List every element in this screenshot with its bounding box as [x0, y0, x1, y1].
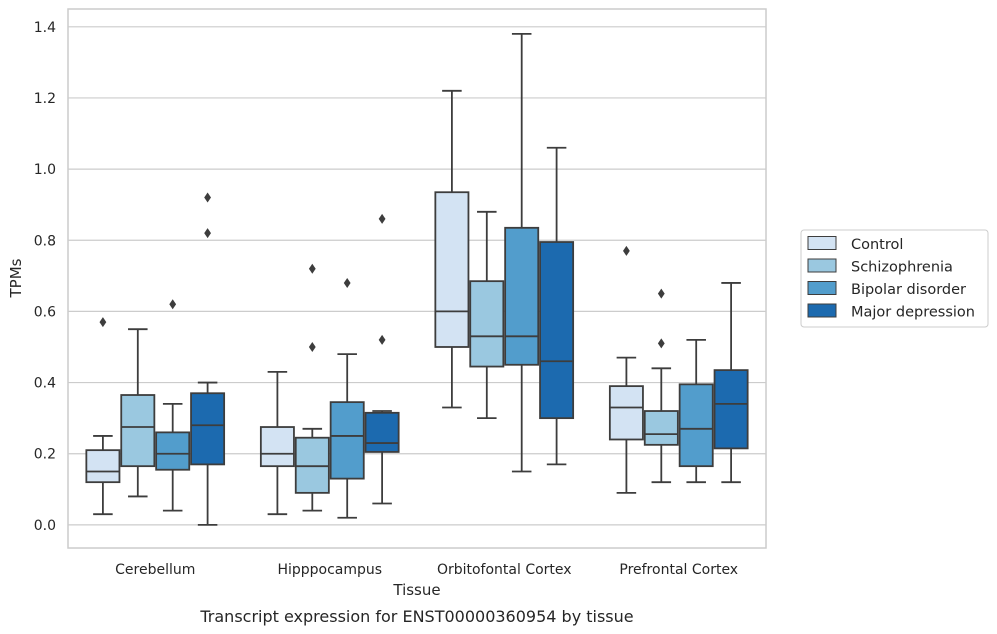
y-tick-label: 1.4 [34, 20, 56, 36]
x-tick-label: Hipppocampus [277, 562, 382, 578]
outlier-point [343, 277, 351, 288]
y-tick-label: 0.6 [34, 304, 56, 320]
iqr-box [329, 401, 365, 480]
x-tick-label: Orbitofontal Cortex [437, 562, 572, 578]
y-tick-label: 1.0 [34, 162, 56, 178]
iqr-box [504, 226, 540, 366]
legend-label: Bipolar disorder [851, 282, 966, 298]
iqr-box [678, 383, 714, 468]
boxes [85, 33, 749, 526]
iqr-box [85, 449, 121, 484]
legend-swatch [807, 236, 837, 250]
box-bipolar-disorder [678, 338, 714, 484]
legend-label: Control [851, 237, 903, 253]
plot-frame [67, 8, 767, 549]
x-tick-labels: Cerebellum Hipppocampus Orbitofontal Corte… [115, 562, 738, 578]
x-axis-title: Tissue [392, 581, 440, 599]
outlier-point [378, 213, 386, 224]
box-control [608, 245, 644, 494]
outlier-point [657, 288, 665, 299]
legend-label: Major depression [851, 305, 975, 321]
box-major-depression [364, 213, 400, 505]
box-control [434, 89, 470, 409]
legend-swatch [807, 258, 837, 273]
outlier-point [657, 338, 665, 349]
legend: Control Schizophrenia Bipolar disorder Majo… [800, 229, 989, 328]
iqr-box [539, 241, 575, 420]
outlier-point [308, 341, 316, 352]
iqr-box [155, 431, 191, 471]
y-tick-labels: 0.0 0.2 0.4 0.6 0.8 1.0 1.2 1.4 [34, 20, 56, 534]
box-major-depression [539, 146, 575, 466]
outlier-point [623, 245, 630, 256]
outlier-point [204, 228, 211, 239]
y-tick-label: 0.8 [34, 233, 56, 249]
outlier-point [378, 334, 386, 345]
y-tick-label: 0.4 [34, 376, 56, 392]
outlier-point [99, 317, 107, 328]
box-major-depression [713, 282, 749, 484]
x-tick-label: Prefrontal Cortex [619, 562, 738, 578]
outlier-point [308, 263, 316, 274]
box-control [85, 317, 121, 516]
iqr-box [259, 426, 295, 468]
y-axis-title: TPMs [7, 258, 25, 298]
box-schizophrenia [120, 328, 156, 498]
chart-caption: Transcript expression for ENST0000036095… [199, 607, 633, 626]
legend-swatch [807, 281, 837, 295]
box-schizophrenia [643, 288, 679, 484]
box-bipolar-disorder [329, 277, 365, 519]
outlier-point [169, 299, 177, 310]
iqr-box [643, 410, 679, 446]
y-tick-label: 0.0 [34, 518, 56, 534]
y-tick-label: 1.2 [34, 91, 56, 107]
y-tick-label: 0.2 [34, 447, 56, 463]
iqr-box [120, 394, 156, 468]
outlier-point [204, 192, 211, 203]
iqr-box [469, 280, 505, 368]
legend-frame [800, 229, 989, 328]
iqr-box [190, 392, 226, 466]
box-major-depression [190, 192, 226, 526]
box-control [259, 370, 295, 516]
box-schizophrenia [294, 263, 330, 512]
iqr-box [608, 385, 644, 441]
box-bipolar-disorder [504, 33, 540, 473]
legend-label: Schizophrenia [851, 260, 953, 276]
legend-swatch [807, 303, 837, 318]
iqr-box [434, 191, 470, 348]
iqr-box [713, 369, 749, 450]
box-schizophrenia [469, 210, 505, 420]
box-bipolar-disorder [155, 299, 191, 512]
x-tick-label: Cerebellum [115, 562, 195, 578]
iqr-box [364, 411, 400, 453]
